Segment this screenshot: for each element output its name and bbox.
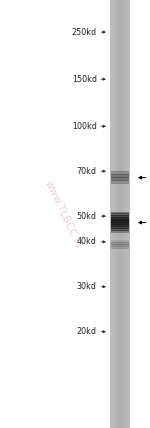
Bar: [114, 0, 115, 428]
Bar: [111, 226, 129, 227]
Bar: [111, 213, 129, 214]
Bar: [111, 176, 129, 177]
Bar: [111, 214, 129, 215]
Bar: [111, 231, 129, 232]
Bar: [111, 230, 129, 232]
Bar: [111, 212, 129, 213]
Bar: [111, 217, 129, 218]
Bar: [123, 0, 124, 428]
Text: 20kd: 20kd: [77, 327, 97, 336]
Bar: [111, 180, 129, 181]
Bar: [126, 0, 127, 428]
Bar: [111, 178, 129, 179]
Bar: [111, 218, 129, 219]
Bar: [113, 0, 114, 428]
Text: 100kd: 100kd: [72, 122, 97, 131]
Bar: [111, 243, 129, 244]
Bar: [119, 0, 120, 428]
Bar: [111, 229, 129, 230]
Bar: [112, 0, 113, 428]
Bar: [111, 248, 129, 249]
Bar: [122, 0, 123, 428]
Bar: [115, 0, 116, 428]
Bar: [111, 225, 129, 226]
Bar: [111, 213, 129, 214]
Bar: [111, 171, 129, 172]
Bar: [110, 0, 111, 428]
Bar: [118, 0, 119, 428]
Bar: [111, 215, 129, 217]
Bar: [111, 222, 129, 223]
Bar: [111, 222, 129, 223]
Bar: [111, 182, 129, 183]
Text: 250kd: 250kd: [72, 27, 97, 37]
Bar: [111, 217, 129, 218]
Bar: [120, 0, 121, 428]
Bar: [111, 247, 129, 248]
Bar: [111, 174, 129, 175]
Bar: [111, 223, 129, 225]
Bar: [111, 181, 129, 182]
Text: 40kd: 40kd: [77, 237, 97, 247]
Bar: [111, 247, 129, 248]
Bar: [111, 228, 129, 229]
Bar: [111, 246, 129, 247]
Text: www.TLBCC.M: www.TLBCC.M: [43, 178, 83, 250]
Bar: [111, 245, 129, 246]
Bar: [124, 0, 125, 428]
Bar: [111, 219, 129, 220]
Bar: [111, 173, 129, 174]
Bar: [117, 0, 118, 428]
Bar: [111, 183, 129, 184]
Text: 30kd: 30kd: [77, 282, 97, 291]
Bar: [111, 175, 129, 176]
Bar: [129, 0, 130, 428]
Text: 70kd: 70kd: [77, 166, 97, 176]
Bar: [111, 223, 129, 224]
Bar: [111, 226, 129, 227]
Bar: [127, 0, 128, 428]
Bar: [111, 232, 129, 233]
Bar: [125, 0, 126, 428]
Text: 150kd: 150kd: [72, 74, 97, 84]
Bar: [111, 172, 129, 173]
Bar: [116, 0, 117, 428]
Bar: [111, 224, 129, 225]
Bar: [111, 221, 129, 222]
Bar: [111, 0, 112, 428]
Bar: [111, 244, 129, 245]
Bar: [111, 227, 129, 228]
Bar: [121, 0, 122, 428]
Bar: [118, 0, 119, 428]
Text: 50kd: 50kd: [77, 211, 97, 221]
Bar: [111, 177, 129, 178]
Bar: [111, 220, 129, 221]
Bar: [111, 248, 129, 249]
Bar: [111, 179, 129, 180]
Bar: [128, 0, 129, 428]
Bar: [110, 0, 130, 428]
Bar: [111, 215, 129, 216]
Bar: [111, 216, 129, 217]
Bar: [111, 230, 129, 231]
